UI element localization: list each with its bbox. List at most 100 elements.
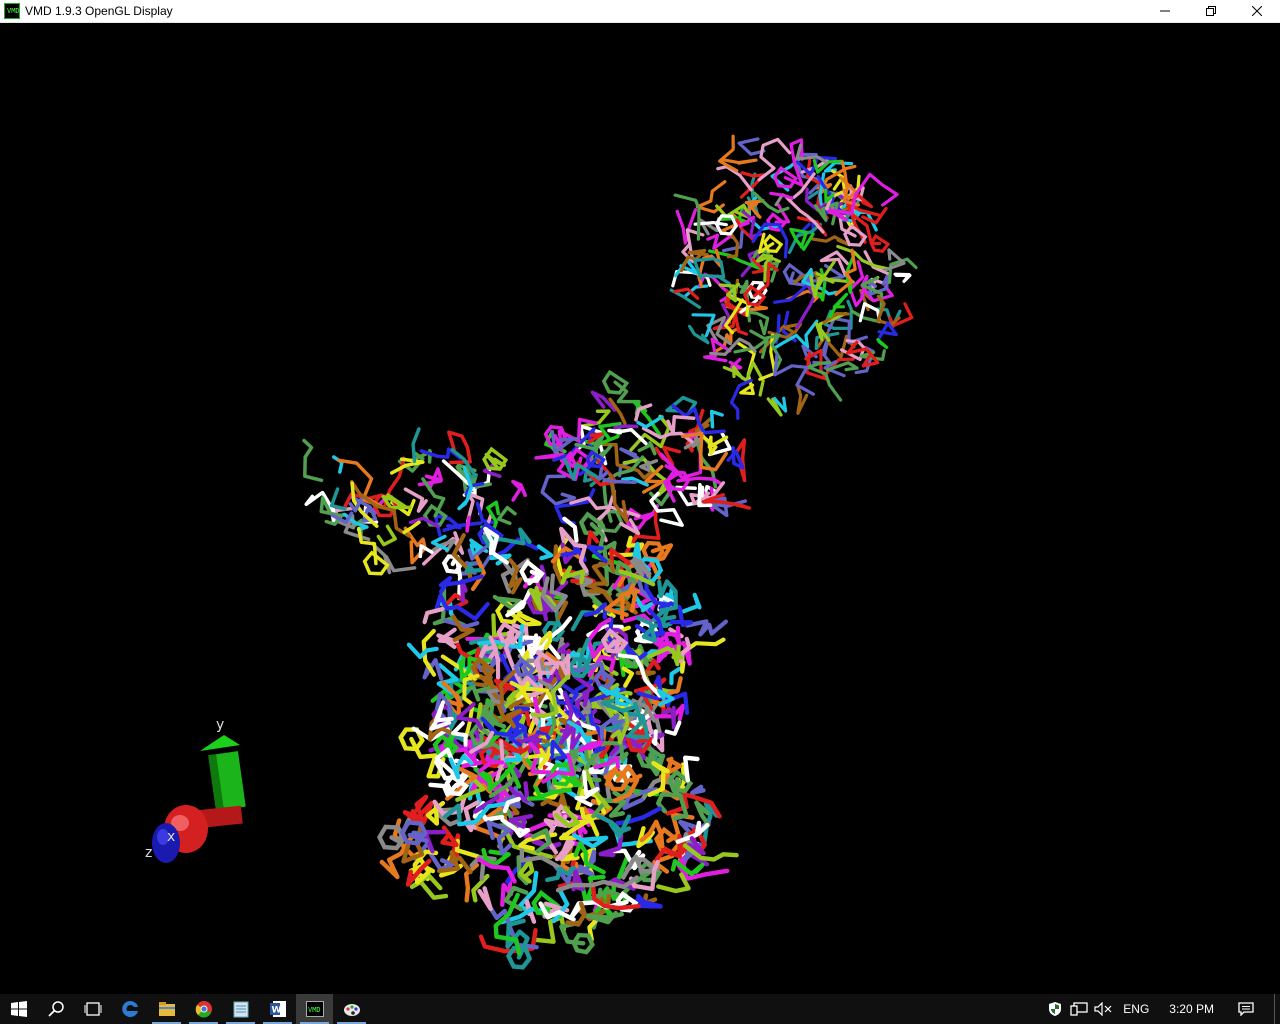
task-view-button[interactable] <box>74 994 111 1024</box>
bond-stick <box>621 476 649 487</box>
bond-stick <box>887 257 918 284</box>
residue-sticks <box>470 554 486 592</box>
aromatic-ring <box>772 165 799 189</box>
bond-stick <box>470 554 486 592</box>
chrome-button[interactable] <box>185 994 222 1024</box>
bond-stick <box>624 507 661 554</box>
residue-sticks <box>402 809 426 828</box>
residue-sticks <box>726 445 745 470</box>
residue-sticks <box>545 865 580 883</box>
residue-sticks <box>702 801 719 845</box>
residue-sticks <box>738 215 756 228</box>
bond-stick <box>599 713 637 740</box>
residue-sticks <box>618 588 641 613</box>
network-tray[interactable] <box>1067 994 1091 1024</box>
residue-sticks <box>636 826 656 849</box>
residue-sticks <box>823 360 846 378</box>
word-button[interactable]: W <box>259 994 296 1024</box>
residue-sticks <box>492 594 523 611</box>
residue-sticks <box>552 544 565 588</box>
residue-sticks <box>789 227 815 251</box>
bond-stick <box>434 593 490 621</box>
residue-sticks <box>437 850 473 875</box>
residue-sticks <box>639 819 665 849</box>
bond-stick <box>569 496 641 518</box>
bond-stick <box>623 642 648 662</box>
residue-sticks <box>519 559 545 586</box>
residue-sticks <box>381 493 412 510</box>
aromatic-ring <box>496 621 522 645</box>
residue-sticks <box>549 739 568 761</box>
start-button[interactable] <box>0 994 37 1024</box>
bond-stick <box>456 702 484 731</box>
bond-stick <box>648 749 659 773</box>
residue-sticks <box>688 324 710 345</box>
residue-sticks <box>752 191 790 214</box>
bond-stick <box>304 490 336 526</box>
vmd-taskbar-button[interactable]: VMD <box>296 994 333 1024</box>
bond-stick <box>615 686 629 707</box>
title-bar[interactable]: VMD VMD 1.9.3 OpenGL Display <box>0 0 1280 23</box>
bond-stick <box>451 614 475 642</box>
bond-stick <box>751 222 789 259</box>
axes-indicator <box>152 735 246 863</box>
volume-tray[interactable] <box>1091 994 1115 1024</box>
bond-stick <box>621 854 660 880</box>
bond-stick <box>656 872 691 894</box>
paint-button[interactable] <box>333 994 370 1024</box>
clock[interactable]: 3:20 PM <box>1169 1002 1214 1016</box>
residue-sticks <box>665 395 698 416</box>
residue-sticks <box>608 473 629 523</box>
defender-tray[interactable] <box>1043 994 1067 1024</box>
bond-stick <box>675 208 698 245</box>
residue-sticks <box>498 669 516 706</box>
bond-stick <box>608 397 627 425</box>
residue-sticks <box>628 859 660 892</box>
residue-sticks <box>551 889 570 924</box>
edge-button[interactable] <box>111 994 148 1024</box>
residue-sticks <box>333 514 371 542</box>
search-button[interactable] <box>37 994 74 1024</box>
opengl-display[interactable]: y x z <box>0 23 1280 994</box>
residue-sticks <box>617 653 662 698</box>
restore-icon <box>1206 6 1216 16</box>
bond-stick <box>408 516 440 529</box>
residue-sticks <box>772 138 804 189</box>
bond-stick <box>646 646 684 660</box>
bond-stick <box>531 828 552 854</box>
bond-stick <box>583 602 608 620</box>
residue-sticks <box>660 834 702 859</box>
residue-sticks <box>480 716 520 738</box>
bond-stick <box>540 474 577 506</box>
bond-stick <box>587 916 601 942</box>
residue-sticks <box>535 630 553 650</box>
file-explorer-button[interactable] <box>148 994 185 1024</box>
residue-sticks <box>496 621 522 685</box>
show-desktop-button[interactable] <box>1274 994 1280 1024</box>
notification-icon <box>1238 1002 1254 1016</box>
bond-stick <box>733 337 769 359</box>
residue-sticks <box>455 642 481 663</box>
bond-stick <box>534 452 576 469</box>
action-center-button[interactable] <box>1226 994 1266 1024</box>
language-indicator[interactable]: ENG <box>1123 1002 1150 1016</box>
residue-sticks <box>531 666 563 687</box>
residue-sticks <box>709 409 724 429</box>
aromatic-ring <box>513 656 536 678</box>
bond-stick <box>735 438 747 483</box>
bond-stick <box>607 427 648 446</box>
residue-sticks <box>376 524 397 547</box>
residue-sticks <box>834 248 857 296</box>
bond-stick <box>413 839 455 872</box>
notepad-button[interactable] <box>222 994 259 1024</box>
minimize-button[interactable] <box>1142 0 1188 22</box>
bond-stick <box>876 338 889 349</box>
bond-stick <box>457 465 474 511</box>
bond-stick <box>540 573 568 613</box>
close-button[interactable] <box>1234 0 1280 22</box>
restore-button[interactable] <box>1188 0 1234 22</box>
aromatic-ring <box>569 447 593 469</box>
residue-sticks <box>652 853 675 874</box>
residue-sticks <box>540 573 568 613</box>
residue-sticks <box>839 174 861 230</box>
